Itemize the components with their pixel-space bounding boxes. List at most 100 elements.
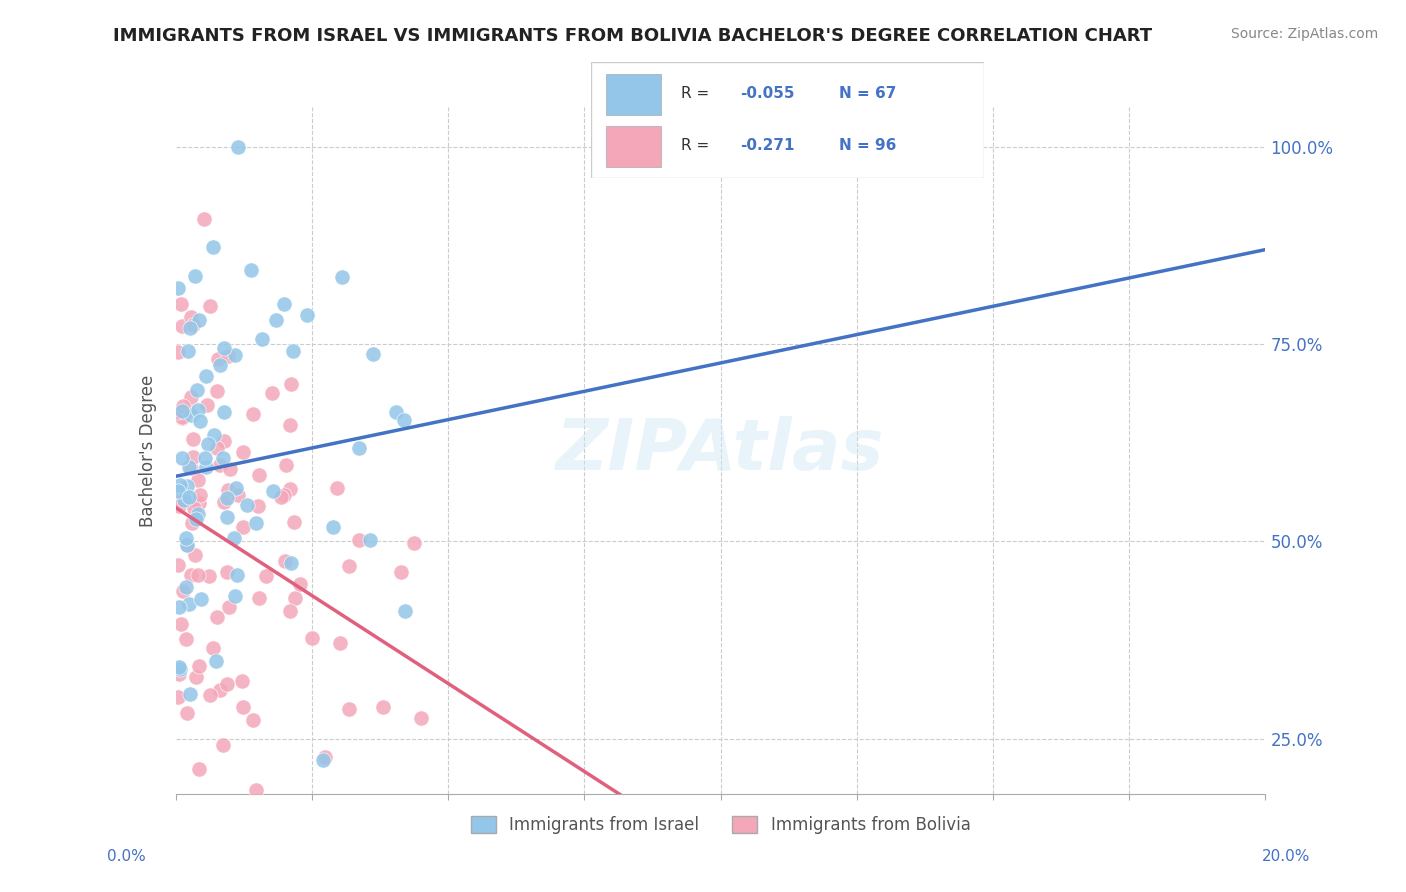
Point [202, 427, 225, 442]
Point [173, 492, 195, 507]
Point [167, 405, 190, 419]
Text: -0.271: -0.271 [740, 138, 794, 153]
Legend: Immigrants from Israel, Immigrants from Bolivia: Immigrants from Israel, Immigrants from … [464, 809, 977, 840]
Point [389, 565, 412, 579]
Point [167, 600, 190, 615]
Point [201, 641, 224, 656]
Point [184, 269, 207, 284]
Text: N = 96: N = 96 [838, 138, 896, 153]
Point [214, 495, 236, 509]
Point [176, 538, 198, 552]
Point [212, 405, 235, 419]
Point [188, 488, 211, 502]
Point [214, 341, 236, 355]
Point [172, 404, 194, 418]
Point [283, 591, 305, 605]
Point [385, 405, 408, 419]
Point [200, 299, 222, 313]
Y-axis label: Bachelor's Degree: Bachelor's Degree [139, 375, 157, 526]
Point [250, 332, 273, 346]
Point [225, 481, 247, 495]
Point [314, 750, 336, 764]
Point [277, 840, 299, 855]
Point [207, 441, 229, 455]
Point [172, 411, 194, 425]
Point [236, 498, 259, 512]
Point [179, 491, 201, 505]
Point [180, 390, 202, 404]
Point [215, 566, 238, 580]
Point [188, 312, 211, 326]
Point [195, 369, 218, 384]
Point [347, 533, 370, 547]
Point [197, 437, 219, 451]
Point [231, 673, 253, 688]
Point [167, 345, 190, 359]
Bar [606, 126, 661, 167]
Point [172, 410, 194, 425]
Point [184, 548, 207, 562]
Point [361, 347, 384, 361]
Point [183, 500, 205, 515]
Point [186, 383, 208, 397]
Point [181, 318, 204, 333]
Point [176, 478, 198, 492]
Text: ZIPAtlas: ZIPAtlas [557, 416, 884, 485]
Point [176, 706, 198, 720]
Point [170, 616, 193, 631]
Point [312, 754, 335, 768]
Point [174, 531, 197, 545]
Point [232, 444, 254, 458]
Point [186, 512, 208, 526]
Point [224, 531, 246, 545]
Point [180, 460, 202, 475]
Point [205, 384, 228, 399]
Point [409, 711, 432, 725]
Point [322, 520, 344, 534]
Point [273, 488, 295, 502]
Point [215, 491, 238, 505]
Point [187, 473, 209, 487]
Point [176, 889, 198, 892]
Point [217, 510, 239, 524]
Point [240, 262, 263, 277]
Point [404, 536, 426, 550]
Point [278, 418, 301, 433]
Point [337, 558, 360, 573]
Point [225, 567, 247, 582]
Point [276, 458, 298, 473]
Point [169, 662, 191, 676]
Point [217, 677, 239, 691]
Point [187, 402, 209, 417]
Point [170, 297, 193, 311]
Text: R =: R = [681, 138, 714, 153]
Point [184, 670, 207, 684]
Point [219, 462, 242, 476]
Point [214, 434, 236, 448]
Point [194, 460, 217, 475]
Point [273, 297, 295, 311]
Point [359, 533, 381, 547]
Point [167, 667, 190, 681]
Point [392, 412, 415, 426]
Point [177, 403, 200, 417]
Point [247, 499, 270, 513]
Point [262, 483, 284, 498]
Point [167, 281, 190, 295]
Point [181, 516, 204, 530]
Point [281, 344, 304, 359]
Point [170, 451, 193, 466]
Point [187, 567, 209, 582]
Point [167, 484, 190, 499]
Point [187, 762, 209, 776]
Point [245, 516, 267, 531]
Point [394, 604, 416, 618]
Point [266, 312, 288, 326]
Point [232, 519, 254, 533]
Point [195, 398, 218, 412]
Point [254, 569, 277, 583]
Point [174, 580, 197, 594]
Point [193, 212, 215, 227]
Text: R =: R = [681, 87, 714, 102]
Point [180, 310, 202, 324]
